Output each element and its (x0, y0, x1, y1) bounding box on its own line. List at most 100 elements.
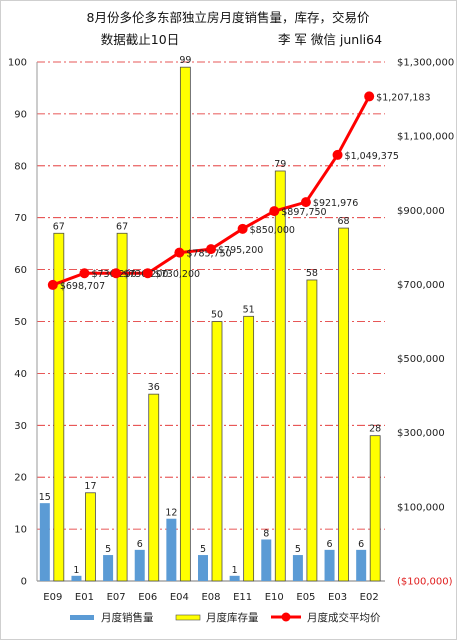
legend-marker-price (281, 612, 291, 622)
y-tick-label: 60 (14, 265, 27, 276)
sales-bar-label: 5 (200, 544, 206, 555)
x-tick-label: E08 (201, 592, 220, 603)
legend-label-price: 月度成交平均价 (307, 611, 381, 624)
price-label: $921,976 (313, 198, 358, 209)
stock-bar (369, 435, 381, 582)
stock-bar-label: 50 (211, 310, 223, 321)
price-point (206, 244, 216, 255)
x-axis-labels: E09 E01 E07 E06 E04 E08 E11 E10 E05 E03 E02 (43, 592, 378, 603)
stock-bar (211, 321, 223, 582)
x-tick-label: E03 (328, 592, 347, 603)
sales-bar (261, 539, 272, 581)
price-point (174, 247, 185, 258)
stock-bar-label: 58 (306, 268, 318, 279)
sales-bar-label: 6 (327, 539, 333, 550)
sales-bar-label: 1 (73, 565, 79, 576)
y-tick-label: 20 (14, 473, 27, 484)
y-tick-label: 100 (8, 58, 27, 69)
stock-bar-label: 67 (53, 221, 65, 232)
stock-bar (338, 227, 349, 582)
y-axis-left-labels: 0 10 20 30 40 50 60 70 80 90 100 (8, 58, 27, 588)
price-label: $897,750 (281, 207, 326, 218)
chart-title-line2: 数据截止10日 (101, 32, 179, 47)
y-axis-right-labels: ($100,000) $100,000 $300,000 $500,000 $700,0… (397, 58, 454, 588)
stock-bar-label: 79 (274, 159, 286, 170)
x-tick-label: E01 (75, 592, 94, 603)
sales-bar-label: 12 (165, 508, 177, 519)
stock-bar (116, 232, 128, 582)
y-tick-label: 0 (21, 577, 27, 588)
sales-bar (103, 555, 114, 581)
x-tick-label: E07 (107, 592, 126, 603)
price-label: $1,207,183 (376, 92, 430, 103)
sales-bar (198, 555, 208, 581)
y-tick-label: 50 (14, 317, 27, 328)
y2-tick-label: $500,000 (397, 354, 445, 365)
chart-title-line1: 8月份多伦多东部独立房月度销售量，库存，交易价 (87, 10, 370, 25)
legend-label-stock: 月度库存量 (206, 611, 259, 624)
x-tick-label: E06 (138, 592, 157, 603)
price-line: $698,707$730,200$730,200$730,200$785,750… (47, 91, 431, 292)
x-tick-label: E11 (233, 592, 252, 603)
stock-bar-label: 36 (148, 382, 160, 393)
y2-tick-label: $700,000 (397, 280, 445, 291)
y2-tick-label: $100,000 (397, 502, 445, 513)
y2-tick-label: $1,100,000 (397, 132, 454, 143)
sales-bar-label: 6 (358, 539, 364, 550)
price-point (237, 223, 248, 234)
price-point (142, 268, 153, 279)
stock-bar (306, 279, 318, 582)
y2-tick-label: $900,000 (397, 206, 445, 217)
stock-bar-label: 51 (243, 304, 255, 315)
sales-bar-label: 5 (295, 544, 301, 555)
stock-bar (179, 66, 191, 582)
price-point (364, 91, 375, 102)
sales-bar (324, 549, 335, 581)
sales-bar (134, 549, 145, 581)
sales-bar (39, 503, 50, 581)
bars: 15 67 1 17 5 67 6 36 12 99 5 50 1 51 8 79 5 58 6 68 6 28 (39, 55, 381, 582)
price-point (111, 268, 122, 279)
price-label: $850,000 (250, 225, 295, 236)
y-tick-label: 80 (14, 161, 27, 172)
sales-bar-label: 6 (137, 539, 143, 550)
legend-swatch-stock (175, 614, 201, 621)
sales-bar-label: 1 (232, 565, 238, 576)
sales-bar (292, 555, 303, 581)
price-label: $730,200 (155, 269, 200, 280)
price-label: $795,200 (218, 245, 263, 256)
sales-bar (356, 549, 367, 581)
legend-label-sales: 月度销售量 (101, 611, 154, 624)
stock-bar-label: 68 (337, 216, 349, 227)
price-point (79, 268, 90, 279)
stock-bar-label: 99 (179, 55, 191, 66)
sales-bar (229, 575, 240, 581)
sales-bar-label: 5 (105, 544, 111, 555)
price-label: $698,707 (60, 281, 105, 292)
stock-bar-label: 67 (116, 221, 128, 232)
y-tick-label: 10 (14, 525, 27, 536)
y-tick-label: 40 (14, 369, 27, 380)
y2-tick-label: $300,000 (397, 428, 445, 439)
legend-swatch-sales (70, 615, 94, 620)
x-tick-label: E09 (43, 592, 62, 603)
price-label: $1,049,375 (345, 151, 399, 162)
stock-bar-label: 17 (84, 481, 96, 492)
sales-bar (166, 518, 177, 581)
stock-bar-label: 28 (369, 424, 381, 435)
price-point (269, 206, 280, 217)
x-tick-label: E10 (265, 592, 284, 603)
y-tick-label: 30 (14, 421, 27, 432)
price-label: $785,750 (186, 249, 231, 260)
y-tick-label: 90 (14, 109, 27, 120)
price-point (332, 149, 343, 160)
sales-bar (71, 575, 82, 581)
stock-bar (243, 315, 255, 582)
y-tick-label: 70 (14, 213, 27, 224)
sales-bar-label: 15 (39, 492, 51, 503)
x-tick-label: E05 (296, 592, 315, 603)
stock-bar (274, 170, 286, 582)
y2-tick-label: $1,300,000 (397, 58, 454, 69)
price-point (47, 279, 58, 290)
